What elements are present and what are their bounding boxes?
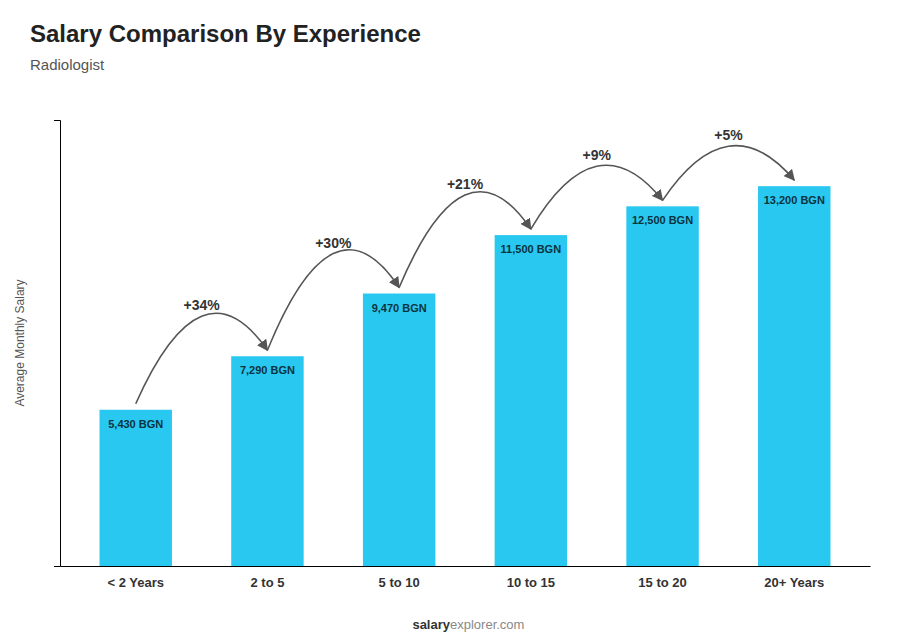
x-tick: 10 to 15	[507, 575, 555, 590]
x-tick-label: < 2 Years	[107, 575, 164, 590]
data-label: 5,430 BGN	[108, 418, 163, 430]
change-arrow	[531, 165, 663, 229]
x-tick: 5 to 10	[379, 575, 420, 590]
footer: explorer.com	[450, 617, 524, 632]
change-label: +9%	[582, 147, 611, 163]
x-tick-label: 20+ Years	[764, 575, 824, 590]
subtitle: Radiologist	[30, 56, 105, 73]
change-label: +34%	[183, 297, 220, 313]
y-axis-label: Average Monthly Salary	[13, 279, 27, 406]
change-annotations: +34% +30% +21% +9% +5%	[136, 127, 795, 404]
x-tick: 20+ Years	[764, 575, 824, 590]
data-label: 9,470 BGN	[372, 302, 427, 314]
bar	[758, 186, 830, 566]
y-axis	[54, 121, 61, 567]
change-arrow	[663, 146, 795, 201]
x-tick: 2 to 5	[250, 575, 284, 590]
bar	[363, 294, 435, 566]
x-tick-label: 5 to 10	[379, 575, 420, 590]
change-arrow	[136, 313, 268, 403]
data-label: 7,290 BGN	[240, 364, 295, 376]
data-labels: 5,430 BGN 7,290 BGN 9,470 BGN 11,500 BGN 12,…	[108, 194, 825, 430]
bar	[231, 356, 303, 566]
chart: Salary Comparison By Experience Radiologi…	[0, 0, 900, 641]
plot: < 2 Years 2 to 5 5 to 10 10 to 15 15 to 20 20…	[54, 121, 871, 591]
x-tick-label: 15 to 20	[638, 575, 686, 590]
x-tick-label: 10 to 15	[507, 575, 555, 590]
bar	[495, 235, 567, 566]
x-tick-label: 2 to 5	[250, 575, 284, 590]
change-arrow	[399, 192, 531, 288]
title: Salary Comparison By Experience	[30, 20, 421, 47]
bar	[100, 410, 172, 566]
x-tick: < 2 Years	[107, 575, 164, 590]
bar	[626, 206, 698, 566]
x-axis-line	[61, 566, 871, 567]
y-axis-line	[54, 121, 61, 567]
data-label: 12,500 BGN	[632, 214, 693, 226]
change-label: +21%	[447, 176, 484, 192]
x-tick: 15 to 20	[638, 575, 686, 590]
change-label: +30%	[315, 235, 352, 251]
data-label: 13,200 BGN	[764, 194, 825, 206]
x-axis: < 2 Years 2 to 5 5 to 10 10 to 15 15 to 20 20…	[61, 567, 871, 591]
bars	[100, 186, 831, 566]
change-label: +5%	[714, 127, 743, 143]
footer: salary	[412, 617, 450, 632]
change-arrow	[267, 250, 399, 350]
data-label: 11,500 BGN	[501, 243, 562, 255]
